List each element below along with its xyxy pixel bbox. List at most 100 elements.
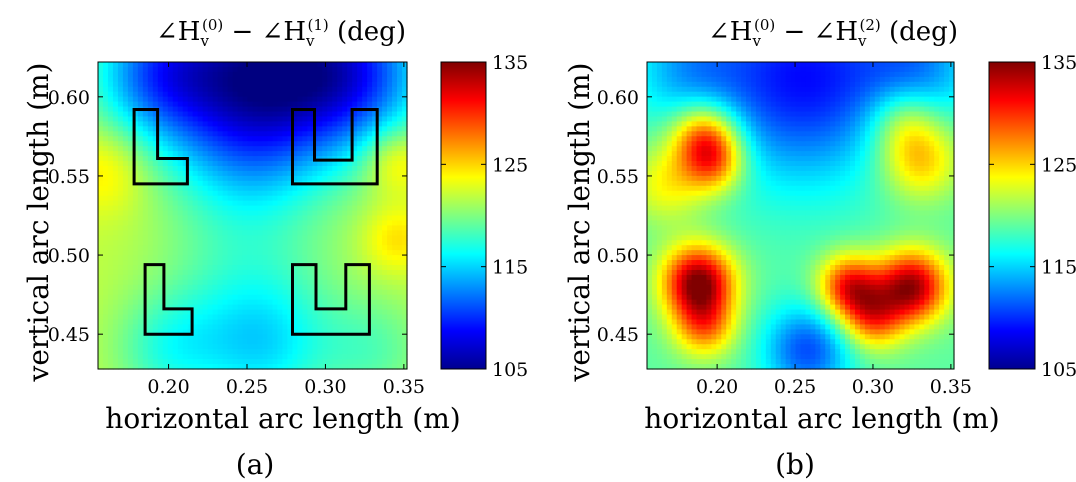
heatmap-cell bbox=[711, 96, 717, 103]
heatmap-cell bbox=[252, 101, 259, 108]
heatmap-cell bbox=[222, 354, 229, 360]
heatmap-cell bbox=[372, 215, 378, 222]
heatmap-cell bbox=[167, 359, 174, 365]
heatmap-cell bbox=[187, 156, 194, 162]
heatmap-cell bbox=[257, 170, 264, 177]
heatmap-cell bbox=[337, 205, 343, 212]
heatmap-cell bbox=[242, 319, 249, 326]
heatmap-cell bbox=[402, 359, 408, 365]
heatmap-cell bbox=[127, 86, 134, 93]
heatmap-cell bbox=[122, 71, 129, 78]
heatmap-cell bbox=[117, 269, 124, 276]
heatmap-cell bbox=[830, 121, 836, 127]
heatmap-cell bbox=[377, 354, 383, 360]
heatmap-cell bbox=[765, 66, 772, 73]
heatmap-cell bbox=[382, 86, 388, 93]
heatmap-cell bbox=[770, 146, 777, 152]
heatmap-cell bbox=[312, 220, 318, 226]
heatmap-cell bbox=[342, 175, 348, 182]
heatmap-cell bbox=[262, 101, 269, 108]
heatmap-cell bbox=[202, 289, 209, 296]
heatmap-cell bbox=[741, 141, 747, 147]
heatmap-cell bbox=[112, 240, 119, 246]
heatmap-cell bbox=[347, 334, 353, 340]
heatmap-cell bbox=[122, 339, 129, 345]
heatmap-cell bbox=[357, 131, 363, 137]
heatmap-cell bbox=[237, 156, 244, 162]
heatmap-cell bbox=[770, 91, 777, 98]
heatmap-cell bbox=[212, 151, 219, 157]
heatmap-cell bbox=[357, 200, 363, 207]
heatmap-cell bbox=[820, 146, 826, 152]
heatmap-cell bbox=[212, 185, 219, 192]
heatmap-cell bbox=[237, 324, 244, 330]
heatmap-cell bbox=[98, 235, 104, 241]
heatmap-cell bbox=[192, 81, 199, 88]
heatmap-cell bbox=[795, 91, 802, 98]
heatmap-cell bbox=[347, 175, 353, 182]
heatmap-cell bbox=[914, 91, 920, 98]
heatmap-cell bbox=[282, 131, 288, 137]
heatmap-cell bbox=[252, 131, 259, 137]
heatmap-cell bbox=[825, 131, 831, 137]
heatmap-cell bbox=[825, 91, 831, 98]
heatmap-cell bbox=[397, 364, 403, 370]
heatmap-cell bbox=[222, 260, 229, 266]
heatmap-cell bbox=[726, 66, 732, 73]
heatmap-cell bbox=[227, 76, 234, 83]
heatmap-cell bbox=[327, 260, 333, 266]
heatmap-cell bbox=[297, 255, 303, 261]
heatmap-cell bbox=[775, 71, 782, 78]
heatmap-cell bbox=[112, 230, 119, 236]
heatmap-cell bbox=[177, 309, 184, 316]
heatmap-cell bbox=[107, 215, 114, 222]
heatmap-cell bbox=[332, 314, 338, 321]
heatmap-cell bbox=[736, 111, 742, 118]
heatmap-cell bbox=[830, 136, 836, 142]
heatmap-cell bbox=[372, 210, 378, 217]
heatmap-cell bbox=[337, 319, 343, 326]
heatmap-cell bbox=[117, 146, 124, 152]
heatmap-cell bbox=[332, 62, 338, 68]
heatmap-cell bbox=[177, 319, 184, 326]
heatmap-cell bbox=[676, 81, 683, 88]
heatmap-cell bbox=[397, 294, 403, 301]
heatmap-cell bbox=[681, 101, 688, 108]
heatmap-cell bbox=[317, 250, 323, 256]
heatmap-cell bbox=[332, 269, 338, 276]
heatmap-cell bbox=[247, 151, 254, 157]
heatmap-cell bbox=[247, 344, 254, 350]
heatmap-cell bbox=[711, 71, 717, 78]
heatmap-cell bbox=[98, 121, 104, 127]
heatmap-cell bbox=[790, 106, 797, 113]
heatmap-cell bbox=[237, 299, 244, 306]
heatmap-cell bbox=[257, 106, 264, 113]
heatmap-cell bbox=[197, 185, 204, 192]
heatmap-cell bbox=[382, 76, 388, 83]
heatmap-cell bbox=[929, 81, 935, 88]
heatmap-cell bbox=[207, 210, 214, 217]
heatmap-cell bbox=[696, 136, 703, 142]
heatmap-cell bbox=[142, 225, 149, 231]
heatmap-cell bbox=[147, 200, 154, 207]
heatmap-cell bbox=[835, 76, 841, 83]
heatmap-cell bbox=[337, 71, 343, 78]
heatmap-cell bbox=[247, 359, 254, 365]
heatmap-cell bbox=[854, 62, 861, 68]
heatmap-cell bbox=[736, 81, 742, 88]
heatmap-cell bbox=[372, 205, 378, 212]
heatmap-cell bbox=[202, 165, 209, 172]
heatmap-cell bbox=[142, 354, 149, 360]
heatmap-cell bbox=[137, 354, 144, 360]
heatmap-cell bbox=[392, 71, 398, 78]
heatmap-cell bbox=[162, 62, 169, 68]
heatmap-cell bbox=[212, 245, 219, 251]
heatmap-cell bbox=[172, 91, 179, 98]
heatmap-cell bbox=[127, 170, 134, 177]
heatmap-cell bbox=[212, 309, 219, 316]
heatmap-cell bbox=[242, 235, 249, 241]
heatmap-cell bbox=[282, 250, 288, 256]
heatmap-cell bbox=[904, 62, 911, 68]
heatmap-cell bbox=[147, 250, 154, 256]
heatmap-cell bbox=[352, 314, 358, 321]
